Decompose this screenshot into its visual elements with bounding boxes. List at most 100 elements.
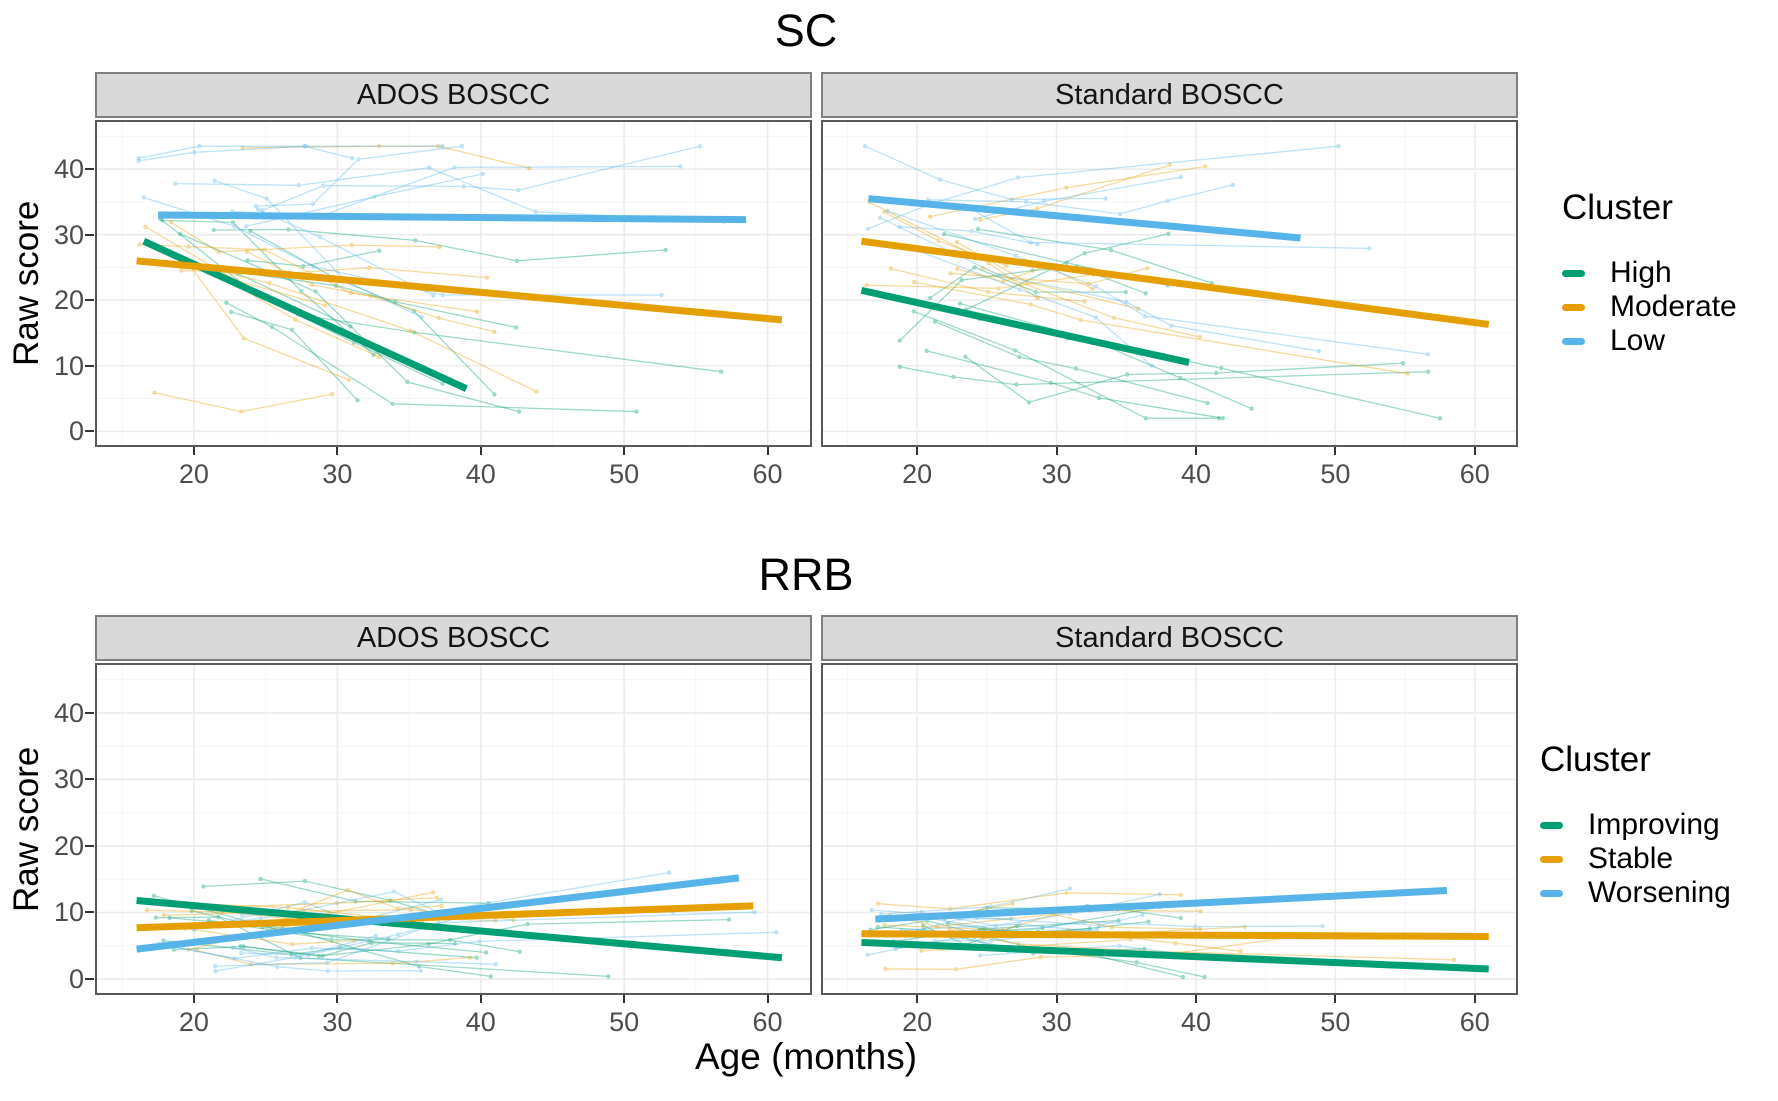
legend-title: Cluster xyxy=(1562,188,1673,227)
x-axis-label: Age (months) xyxy=(694,1036,918,1077)
legend-item-high: High xyxy=(1562,256,1737,290)
trajectory-line xyxy=(980,266,1202,340)
x-tick-mark xyxy=(766,447,769,455)
y-tick-mark xyxy=(85,711,94,714)
y-tick-label: 40 xyxy=(53,697,84,728)
facet-strip-sc-standard: Standard BOSCC xyxy=(821,72,1518,118)
legend-item-label: Low xyxy=(1610,324,1666,357)
x-tick-label: 40 xyxy=(1180,1007,1212,1037)
x-tick-label: 30 xyxy=(1041,459,1072,489)
x-tick-label: 20 xyxy=(178,459,209,489)
rrb-chart-title: RRB xyxy=(758,549,854,600)
trajectory-line xyxy=(875,890,1183,911)
trajectory-line xyxy=(248,228,497,397)
trend-line-worsening xyxy=(136,874,740,953)
trend-line-high xyxy=(860,286,1190,366)
trajectory-line xyxy=(224,300,639,414)
y-tick-mark xyxy=(85,168,94,171)
x-tick-label: 60 xyxy=(1459,1007,1490,1037)
legend-swatch-icon xyxy=(1540,855,1563,863)
x-tick-label: 20 xyxy=(902,459,933,489)
x-tick-mark xyxy=(1334,447,1337,455)
legend-title: Cluster xyxy=(1540,740,1651,779)
trend-line-low xyxy=(158,211,747,224)
x-tick-label: 60 xyxy=(1459,459,1490,489)
x-tick-mark xyxy=(1055,995,1058,1003)
y-tick-label: 30 xyxy=(53,219,84,250)
facet-strip-label: ADOS BOSCC xyxy=(356,78,551,111)
sc-chart-title: SC xyxy=(774,5,838,56)
x-tick-label: 50 xyxy=(609,1007,640,1037)
panel-border xyxy=(95,120,812,447)
trajectory-line xyxy=(924,348,1226,421)
facet-strip-sc-ados: ADOS BOSCC xyxy=(95,72,812,118)
y-tick-label: 20 xyxy=(53,285,84,316)
x-tick-mark xyxy=(766,995,769,1003)
panel-sc-ados xyxy=(95,120,812,447)
y-tick-label: 40 xyxy=(53,154,84,185)
y-tick-mark xyxy=(85,364,94,367)
trajectory-line xyxy=(136,144,355,161)
trajectory-line xyxy=(926,182,1235,217)
y-tick-mark xyxy=(85,911,94,914)
x-tick-label: 20 xyxy=(902,1007,933,1037)
trend-line-moderate xyxy=(136,257,783,324)
facet-strip-label: ADOS BOSCC xyxy=(356,621,551,654)
trajectory-line xyxy=(245,248,382,269)
trajectory-line xyxy=(183,926,357,947)
x-tick-mark xyxy=(336,995,339,1003)
panel-plot-svg xyxy=(821,663,1518,995)
trend-line-stable xyxy=(136,902,754,932)
x-tick-mark xyxy=(1334,995,1337,1003)
x-tick-label: 50 xyxy=(1320,459,1351,489)
trajectory-line xyxy=(211,227,668,263)
x-tick-mark xyxy=(1194,995,1197,1003)
facet-strip-rrb-ados: ADOS BOSCC xyxy=(95,615,812,661)
legend-rrb-cluster: Cluster Improving Stable Worsening xyxy=(1540,740,1731,910)
trajectory-line xyxy=(253,144,465,209)
trajectory-line xyxy=(137,242,480,314)
x-tick-mark xyxy=(479,447,482,455)
trajectory-line xyxy=(863,144,1108,202)
x-tick-mark xyxy=(1473,447,1476,455)
legend-swatch-icon xyxy=(1562,303,1585,311)
y-tick-mark xyxy=(85,299,94,302)
y-tick-mark xyxy=(85,978,94,981)
trajectory-line xyxy=(260,144,703,213)
trajectory-line xyxy=(258,876,491,906)
y-tick-label: 0 xyxy=(68,416,84,447)
trajectory-line xyxy=(168,220,442,254)
legend-sc-cluster: Cluster High Moderate Low xyxy=(1562,188,1737,358)
trajectory-line xyxy=(932,319,1210,406)
x-tick-label: 40 xyxy=(1180,459,1212,489)
y-tick-label: 10 xyxy=(53,350,84,381)
trajectory-line xyxy=(213,910,757,969)
panel-border xyxy=(821,120,1518,447)
trajectory-line xyxy=(897,364,1431,387)
trend-line-worsening xyxy=(875,887,1448,923)
legend-item-label: High xyxy=(1610,256,1672,289)
panel-rrb-standard xyxy=(821,663,1518,995)
facet-strip-label: Standard BOSCC xyxy=(1055,621,1284,654)
trajectory-line xyxy=(885,208,1431,357)
legend-item-stable: Stable xyxy=(1540,842,1731,876)
panel-plot-svg xyxy=(95,120,812,447)
panel-border xyxy=(821,663,1518,995)
x-tick-label: 60 xyxy=(752,459,783,489)
legend-swatch-icon xyxy=(1540,821,1563,829)
trajectory-line xyxy=(160,218,376,357)
legend-item-improving: Improving xyxy=(1540,808,1731,842)
x-tick-mark xyxy=(479,995,482,1003)
trajectory-line xyxy=(240,144,532,171)
legend-item-label: Stable xyxy=(1588,842,1674,875)
trend-line-improving xyxy=(861,938,1489,973)
legend-item-worsening: Worsening xyxy=(1540,876,1731,910)
x-tick-mark xyxy=(1194,447,1197,455)
trajectory-line xyxy=(161,938,479,960)
x-tick-label: 30 xyxy=(322,459,353,489)
trajectory-line xyxy=(194,948,473,967)
legend-item-label: Worsening xyxy=(1588,876,1731,909)
trajectory-line xyxy=(229,309,360,403)
trajectory-line xyxy=(136,144,445,163)
